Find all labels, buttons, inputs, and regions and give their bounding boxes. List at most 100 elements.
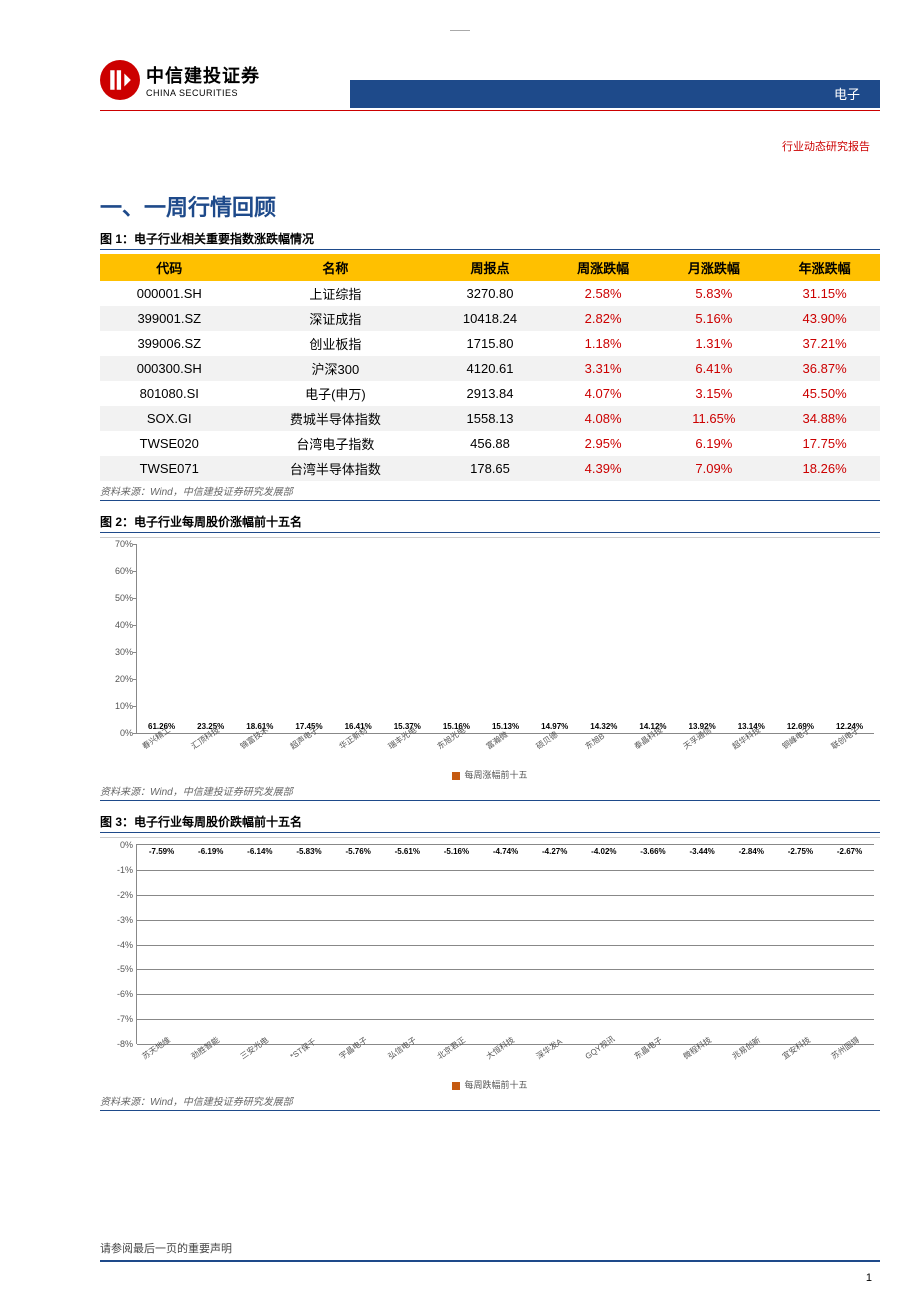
bar-value-label: -7.59% — [149, 847, 174, 856]
table-cell: 2.95% — [548, 431, 659, 456]
table-cell: 3270.80 — [432, 281, 547, 306]
bar-value-label: -4.27% — [542, 847, 567, 856]
bar-value-label: -2.75% — [788, 847, 813, 856]
table-cell: 1558.13 — [432, 406, 547, 431]
y-axis-label: 0% — [120, 728, 133, 738]
content: 一、一周行情回顾 图 1：电子行业相关重要指数涨跌幅情况 代码 名称 周报点 周… — [100, 190, 880, 1123]
bar-value-label: -5.83% — [296, 847, 321, 856]
chart-top: 0%10%20%30%40%50%60%70%61.26%23.25%18.61… — [100, 537, 880, 781]
table-cell: 3.31% — [548, 356, 659, 381]
legend-text: 每周跌幅前十五 — [464, 1080, 527, 1090]
table-cell: 4.08% — [548, 406, 659, 431]
y-axis-label: -2% — [117, 890, 133, 900]
y-axis-label: 40% — [115, 620, 133, 630]
table-cell: 沪深300 — [239, 356, 433, 381]
table-cell: 801080.SI — [100, 381, 239, 406]
table-cell: 4120.61 — [432, 356, 547, 381]
table-cell: 34.88% — [769, 406, 880, 431]
table-cell: 43.90% — [769, 306, 880, 331]
bar-item: -6.19% — [186, 845, 235, 856]
logo-mark-icon — [100, 60, 140, 100]
y-axis-label: -3% — [117, 915, 133, 925]
table-cell: 1.31% — [658, 331, 769, 356]
table-cell: 创业板指 — [239, 331, 433, 356]
table1-source: 资料来源：Wind，中信建投证券研究发展部 — [100, 481, 880, 501]
y-axis-label: 20% — [115, 674, 133, 684]
th-month: 月涨跌幅 — [658, 254, 769, 281]
table-row: SOX.GI费城半导体指数1558.134.08%11.65%34.88% — [100, 406, 880, 431]
y-axis-label: 10% — [115, 701, 133, 711]
table-cell: 000001.SH — [100, 281, 239, 306]
table-row: 000300.SH沪深3004120.613.31%6.41%36.87% — [100, 356, 880, 381]
table-cell: 2913.84 — [432, 381, 547, 406]
bar-value-label: -2.67% — [837, 847, 862, 856]
table-cell: 11.65% — [658, 406, 769, 431]
table-cell: 17.75% — [769, 431, 880, 456]
bar-value-label: -6.14% — [247, 847, 272, 856]
th-code: 代码 — [100, 254, 239, 281]
y-axis-label: -5% — [117, 964, 133, 974]
y-axis-label: 70% — [115, 539, 133, 549]
bar-value-label: -3.66% — [640, 847, 665, 856]
table-cell: 31.15% — [769, 281, 880, 306]
table-cell: 6.19% — [658, 431, 769, 456]
bar-item: -5.61% — [383, 845, 432, 856]
legend-swatch-icon — [452, 772, 460, 780]
y-axis-label: 60% — [115, 566, 133, 576]
table-cell: 电子(申万) — [239, 381, 433, 406]
table-cell: 10418.24 — [432, 306, 547, 331]
table-cell: 178.65 — [432, 456, 547, 481]
table-cell: 2.58% — [548, 281, 659, 306]
y-axis-label: -1% — [117, 865, 133, 875]
index-table: 代码 名称 周报点 周涨跌幅 月涨跌幅 年涨跌幅 000001.SH上证综指32… — [100, 254, 880, 481]
th-week: 周涨跌幅 — [548, 254, 659, 281]
y-axis-label: 30% — [115, 647, 133, 657]
chart-bot-legend: 每周跌幅前十五 — [100, 1078, 880, 1091]
bar-item: -2.67% — [825, 845, 874, 856]
table-cell: 台湾电子指数 — [239, 431, 433, 456]
company-logo: 中信建投证券 CHINA SECURITIES — [100, 60, 260, 100]
th-close: 周报点 — [432, 254, 547, 281]
bar-value-label: -6.19% — [198, 847, 223, 856]
table-cell: 000300.SH — [100, 356, 239, 381]
bar-item: -3.66% — [628, 845, 677, 856]
table1-caption: 图 1：电子行业相关重要指数涨跌幅情况 — [100, 230, 880, 250]
th-name: 名称 — [239, 254, 433, 281]
table-cell: TWSE071 — [100, 456, 239, 481]
header-underline — [100, 110, 880, 111]
y-axis-label: -6% — [117, 989, 133, 999]
chart-top-source: 资料来源：Wind，中信建投证券研究发展部 — [100, 781, 880, 801]
header-band — [350, 80, 880, 108]
bar-value-label: -4.74% — [493, 847, 518, 856]
table-cell: 5.83% — [658, 281, 769, 306]
chart-bot-source: 资料来源：Wind，中信建投证券研究发展部 — [100, 1091, 880, 1111]
chart-bot: 0%-1%-2%-3%-4%-5%-6%-7%-8%-7.59%-6.19%-6… — [100, 837, 880, 1091]
bar-item: -7.59% — [137, 845, 186, 856]
table-cell: 399001.SZ — [100, 306, 239, 331]
table-cell: 18.26% — [769, 456, 880, 481]
bar-item: -4.74% — [481, 845, 530, 856]
table-cell: 399006.SZ — [100, 331, 239, 356]
table-cell: 2.82% — [548, 306, 659, 331]
table-row: 801080.SI电子(申万)2913.844.07%3.15%45.50% — [100, 381, 880, 406]
logo-cn: 中信建投证券 — [146, 62, 260, 88]
bar-item: -6.14% — [235, 845, 284, 856]
table-cell: 上证综指 — [239, 281, 433, 306]
table-cell: 37.21% — [769, 331, 880, 356]
table-cell: 1715.80 — [432, 331, 547, 356]
table-cell: 45.50% — [769, 381, 880, 406]
report-type: 行业动态研究报告 — [782, 138, 870, 154]
y-axis-label: -8% — [117, 1039, 133, 1049]
chart-bot-caption: 图 3：电子行业每周股价跌幅前十五名 — [100, 813, 880, 833]
bar-item: -4.27% — [530, 845, 579, 856]
logo-en: CHINA SECURITIES — [146, 88, 260, 98]
top-dash — [450, 30, 470, 31]
y-axis-label: 0% — [120, 840, 133, 850]
y-axis-label: 50% — [115, 593, 133, 603]
category-tag: 电子 — [824, 82, 870, 105]
page-number: 1 — [866, 1272, 872, 1284]
table-cell: 3.15% — [658, 381, 769, 406]
table-row: 399001.SZ深证成指10418.242.82%5.16%43.90% — [100, 306, 880, 331]
table-cell: 5.16% — [658, 306, 769, 331]
table-cell: SOX.GI — [100, 406, 239, 431]
